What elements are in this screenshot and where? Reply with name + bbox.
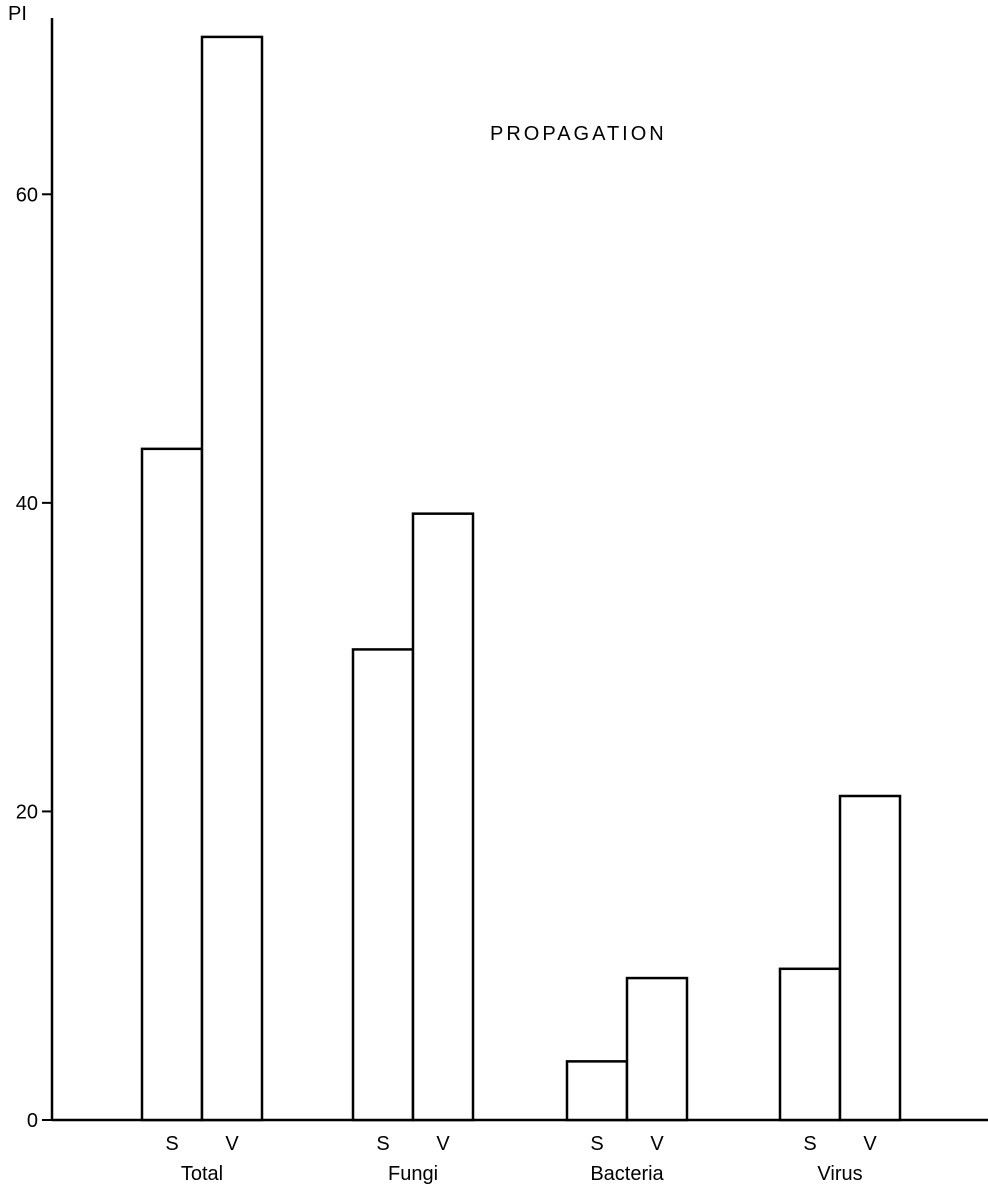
series-label: S — [376, 1133, 389, 1155]
category-label: Fungi — [388, 1163, 438, 1185]
series-label: V — [650, 1133, 664, 1155]
category-label: Virus — [817, 1163, 862, 1185]
bar-fungi-s — [351, 648, 415, 1122]
y-tick-label: 20 — [16, 801, 38, 823]
series-label: S — [590, 1133, 603, 1155]
y-tick-label: 40 — [16, 493, 38, 515]
y-tick-label: 0 — [27, 1110, 38, 1132]
bar-bacteria-v — [625, 976, 689, 1122]
y-tick-label: 60 — [16, 184, 38, 206]
category-label: Bacteria — [590, 1163, 664, 1185]
bar-total-s — [140, 447, 204, 1122]
category-label: Total — [181, 1163, 223, 1185]
bar-total-v — [200, 35, 264, 1122]
series-label: S — [803, 1133, 816, 1155]
series-label: V — [436, 1133, 450, 1155]
bar-bacteria-s — [565, 1060, 629, 1122]
series-label: V — [225, 1133, 239, 1155]
y-axis-label: PI — [8, 3, 27, 25]
chart-title: PROPAGATION — [490, 123, 667, 145]
bar-virus-s — [778, 967, 842, 1122]
bars — [140, 35, 902, 1122]
series-label: S — [165, 1133, 178, 1155]
bar-fungi-v — [411, 512, 475, 1122]
bar-virus-v — [838, 794, 902, 1122]
series-label: V — [863, 1133, 877, 1155]
y-ticks: 0 20 40 60 — [16, 184, 52, 1132]
